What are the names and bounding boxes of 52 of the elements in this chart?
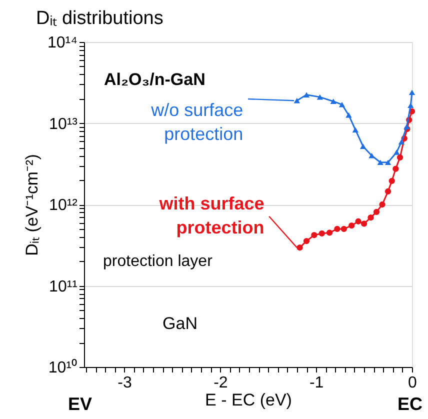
point (330, 98, 336, 104)
x-tick-label: -2 (214, 374, 228, 392)
point (316, 94, 324, 100)
point (303, 238, 310, 244)
point (326, 230, 333, 236)
point (368, 152, 375, 158)
y-tick-label: 10¹² (49, 197, 78, 214)
point (396, 154, 404, 160)
point (373, 208, 380, 216)
y-tick-label: 10¹⁰ (48, 358, 78, 376)
point (352, 127, 358, 132)
point (294, 98, 300, 104)
series-label: with surface protection (158, 193, 264, 238)
point (346, 112, 352, 118)
point (379, 201, 386, 208)
point (384, 160, 392, 166)
x-axis-title: E - EC (eV) (205, 390, 292, 410)
point (303, 92, 310, 98)
x-tick-label: -3 (118, 374, 132, 392)
point (408, 90, 416, 96)
y-tick-label: 10¹¹ (49, 278, 78, 296)
y-tick-label: 10¹⁴ (48, 34, 78, 52)
annotation: Al₂O₃/n-GaN (104, 70, 206, 89)
chart-title: Dᵢₜ distributions (36, 8, 164, 29)
y-axis-title: Dᵢₜ (eV⁻¹cm⁻²) (22, 154, 42, 256)
point (334, 226, 340, 232)
point (377, 160, 384, 166)
annotation: protection layer (103, 253, 214, 270)
point (338, 102, 346, 108)
point (408, 102, 414, 108)
point (392, 166, 399, 172)
legend-label: w/o surface protection (150, 100, 244, 144)
point (311, 232, 318, 238)
y-tick-label: 10¹³ (49, 116, 78, 133)
text: EC (397, 394, 423, 414)
point (360, 220, 368, 227)
annotation: GaN (162, 314, 198, 333)
point (394, 150, 400, 155)
point (355, 218, 362, 224)
x-tick-label: -1 (309, 374, 324, 392)
point (296, 244, 303, 251)
x-tick-label: 0 (408, 374, 418, 392)
point (318, 230, 325, 237)
point (388, 178, 395, 184)
point (398, 139, 405, 145)
point (368, 214, 374, 221)
point (340, 226, 347, 232)
point (360, 144, 366, 149)
point (404, 124, 410, 130)
point (384, 188, 392, 194)
text: EV (68, 394, 92, 414)
point (348, 222, 355, 229)
